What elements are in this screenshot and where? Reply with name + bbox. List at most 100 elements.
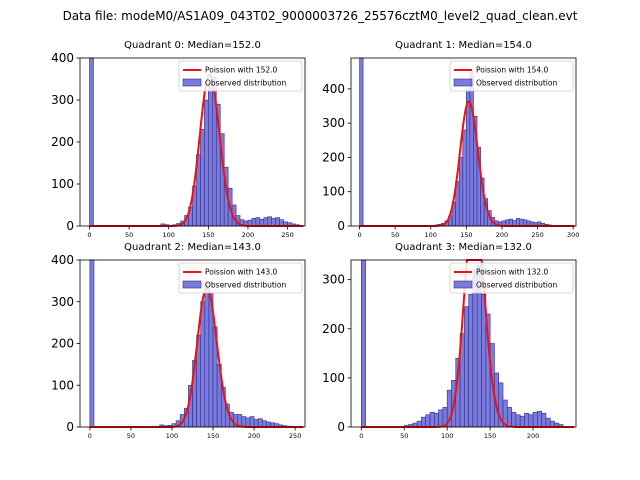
quadrant-2-legend-observed-label: Observed distribution bbox=[205, 281, 286, 290]
quadrant-0-bar bbox=[200, 129, 205, 227]
quadrant-2-xtick-label: 200 bbox=[248, 432, 260, 440]
quadrant-1-bar bbox=[519, 218, 524, 227]
quadrant-3-bar bbox=[515, 414, 521, 428]
quadrant-0-bar bbox=[204, 99, 209, 227]
quadrant-0-legend-observed-label: Observed distribution bbox=[205, 79, 286, 88]
quadrant-1-ytick-label: 0 bbox=[337, 219, 345, 233]
quadrant-0-bar bbox=[267, 216, 273, 227]
quadrant-2-bar bbox=[257, 418, 263, 428]
quadrant-3-axes-frame bbox=[350, 259, 577, 428]
quadrant-1-xtick-label: 300 bbox=[567, 231, 579, 239]
quadrant-3-legend: Poission with 132.0 Observed distribution bbox=[449, 262, 574, 294]
quadrant-0-xtick-label: 0 bbox=[87, 231, 91, 239]
quadrant-2-bar bbox=[204, 282, 210, 428]
quadrant-0-legend-box bbox=[178, 60, 303, 92]
quadrant-3-bar bbox=[545, 417, 551, 428]
quadrant-0-xtick-label: 150 bbox=[202, 231, 214, 239]
quadrant-2-bar bbox=[245, 417, 251, 428]
quadrant-1-xtick-label: 250 bbox=[531, 231, 543, 239]
quadrant-3-xtick-label: 100 bbox=[441, 432, 453, 440]
quadrant-1-ytick-label: 300 bbox=[322, 116, 345, 130]
quadrant-3-bar bbox=[425, 414, 431, 428]
quadrant-0-bar bbox=[208, 82, 213, 227]
quadrant-1-bar bbox=[359, 57, 364, 227]
quadrant-3-legend-fit-label: Poission with 132.0 bbox=[476, 268, 549, 277]
quadrant-2-xtick-label: 100 bbox=[166, 432, 178, 440]
quadrant-1-ytick-label: 400 bbox=[322, 82, 345, 96]
quadrant-3-bar bbox=[361, 259, 366, 428]
quadrant-0-xtick-label: 100 bbox=[163, 231, 175, 239]
quadrant-2-ytick-label: 400 bbox=[51, 253, 74, 267]
quadrant-2-legend: Poission with 143.0 Observed distribution bbox=[178, 262, 303, 294]
quadrant-1-xtick-label: 0 bbox=[357, 231, 361, 239]
quadrant-1-bar bbox=[462, 129, 467, 227]
quadrant-0-bar bbox=[271, 218, 276, 227]
quadrant-1-legend-box bbox=[449, 60, 574, 92]
quadrant-0-bar bbox=[255, 217, 261, 227]
quadrant-0-ytick-label: 0 bbox=[66, 219, 74, 233]
quadrant-1-xtick-label: 200 bbox=[496, 231, 508, 239]
quadrant-3-bar bbox=[506, 407, 512, 428]
quadrant-1-axes-frame bbox=[350, 57, 577, 227]
quadrant-2-bar bbox=[241, 416, 247, 428]
quadrant-3-bar bbox=[541, 412, 547, 428]
quadrant-0-panel: Quadrant 0: Median=152.0 0 50 100 150 200 250 0… bbox=[51, 40, 306, 239]
quadrant-3-bar bbox=[421, 416, 427, 428]
quadrant-1-xtick-label: 100 bbox=[425, 231, 437, 239]
quadrant-1-legend-fit-label: Poission with 154.0 bbox=[476, 66, 549, 75]
quadrant-3-ytick-label: 100 bbox=[322, 371, 345, 385]
quadrant-0-ytick-label: 100 bbox=[51, 177, 74, 191]
quadrant-2-bar bbox=[253, 419, 259, 428]
quadrant-0-legend-bar-swatch bbox=[182, 78, 202, 87]
quadrant-1-title: Quadrant 1: Median=154.0 bbox=[395, 40, 532, 51]
quadrant-0-xtick-label: 200 bbox=[242, 231, 254, 239]
quadrant-1-bar bbox=[508, 218, 513, 227]
quadrant-3-legend-bar-swatch bbox=[453, 280, 473, 289]
quadrant-2-legend-box bbox=[178, 262, 303, 294]
quadrant-3-panel: Quadrant 3: Median=132.0 0 50 100 150 200 0 100… bbox=[322, 242, 577, 440]
quadrant-2-bar bbox=[249, 416, 255, 428]
quadrant-3-legend-box bbox=[449, 262, 574, 294]
quadrant-0-ytick-label: 400 bbox=[51, 51, 74, 65]
quadrant-3-bar bbox=[519, 415, 525, 428]
quadrant-3-title: Quadrant 3: Median=132.0 bbox=[395, 242, 532, 253]
quadrant-3-xtick-label: 200 bbox=[527, 432, 539, 440]
quadrant-3-bar bbox=[528, 414, 534, 428]
quadrant-3-bar bbox=[532, 411, 538, 428]
quadrant-1-legend-bar-swatch bbox=[453, 78, 473, 87]
quadrant-3-bar bbox=[429, 411, 435, 428]
quadrant-1-bar bbox=[469, 71, 474, 227]
quadrant-3-ytick-label: 300 bbox=[322, 273, 345, 287]
quadrant-3-xtick-label: 150 bbox=[484, 432, 496, 440]
quadrant-2-ytick-label: 300 bbox=[51, 295, 74, 309]
quadrant-1-legend: Poission with 154.0 Observed distribution bbox=[449, 60, 574, 92]
quadrant-3-ytick-label: 0 bbox=[337, 420, 345, 434]
quadrant-2-legend-bar-swatch bbox=[182, 280, 202, 289]
quadrant-0-bar bbox=[89, 57, 94, 227]
quadrant-3-bar bbox=[537, 410, 542, 428]
quadrant-3-legend-observed-label: Observed distribution bbox=[476, 281, 557, 290]
quadrant-1-panel: Quadrant 1: Median=154.0 0 50 100 150 200 250 3… bbox=[322, 40, 579, 239]
quadrant-0-ytick-label: 200 bbox=[51, 135, 74, 149]
quadrant-1-ytick-label: 200 bbox=[322, 150, 345, 164]
quadrant-3-xtick-label: 50 bbox=[400, 432, 408, 440]
quadrant-1-xtick-label: 50 bbox=[391, 231, 399, 239]
quadrant-2-xtick-label: 150 bbox=[207, 432, 219, 440]
quadrant-0-xtick-label: 50 bbox=[125, 231, 133, 239]
quadrant-2-ytick-label: 0 bbox=[66, 420, 74, 434]
quadrant-3-bar bbox=[438, 409, 444, 428]
quadrant-3-bar bbox=[511, 411, 517, 428]
quadrant-1-legend-observed-label: Observed distribution bbox=[476, 79, 557, 88]
quadrant-1-bar bbox=[515, 218, 521, 227]
quadrant-0-xtick-label: 250 bbox=[281, 231, 293, 239]
quadrant-3-xtick-label: 0 bbox=[359, 432, 363, 440]
quadrant-2-ytick-label: 200 bbox=[51, 337, 74, 351]
quadrant-2-legend-fit-label: Poission with 143.0 bbox=[205, 268, 278, 277]
quadrant-0-legend: Poission with 152.0 Observed distribution bbox=[178, 60, 303, 92]
quadrant-0-bar bbox=[251, 218, 257, 227]
quadrant-2-bar bbox=[200, 301, 206, 428]
quadrant-3-bar bbox=[434, 412, 439, 428]
quadrant-3-bar bbox=[464, 306, 469, 428]
quadrant-2-bar bbox=[89, 259, 95, 428]
quadrant-3-ytick-label: 200 bbox=[322, 322, 345, 336]
